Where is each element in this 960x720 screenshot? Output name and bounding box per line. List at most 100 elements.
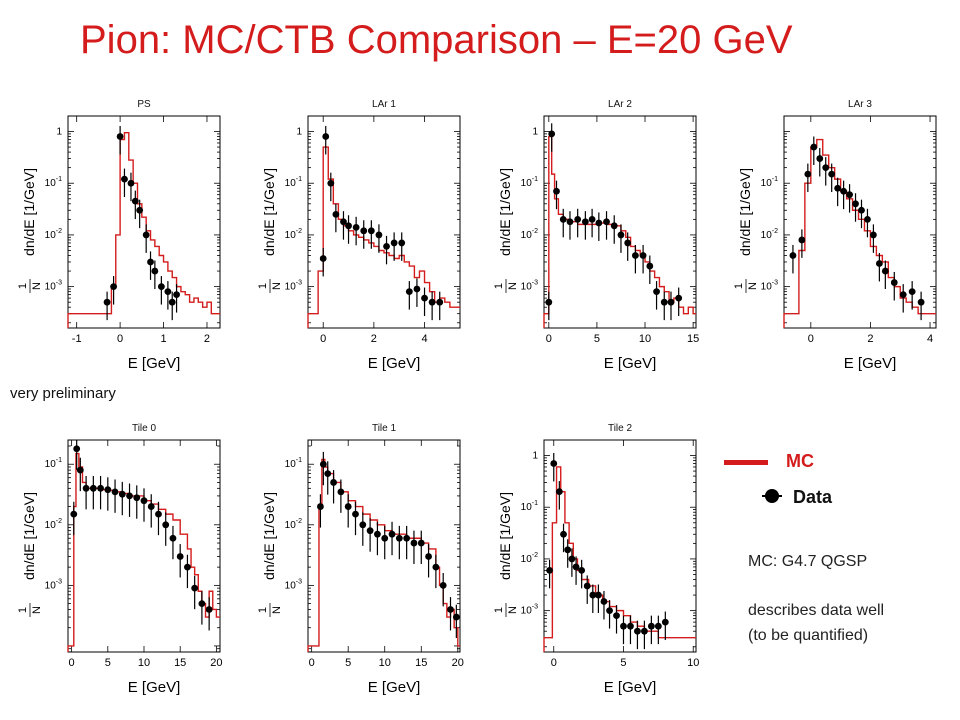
x-tick-label: 15	[415, 657, 427, 669]
x-tick-label: 4	[927, 333, 933, 345]
data-point	[620, 622, 627, 630]
data-point	[816, 155, 824, 162]
data-point	[810, 143, 818, 151]
legend-mc-line	[724, 460, 768, 465]
chart-panel-tile0: Tile 0 10-1 10-2 10-3 0 5 10 15 20 E [GeV] dn/dE […	[18, 412, 246, 712]
y-axis-frac-num: 1	[18, 283, 29, 289]
y-tick-label: 10-3	[521, 280, 538, 293]
y-axis-frac-num: 1	[494, 283, 505, 289]
data-point	[553, 187, 560, 195]
data-point	[890, 279, 898, 286]
y-tick-exponent: -2	[56, 228, 62, 235]
chart-panel-lar2: LAr 2 1 10-1 10-2 10-3 0 5 10 15 E [GeV] dn/dE [1/…	[494, 88, 722, 388]
data-point	[417, 539, 425, 547]
data-point	[133, 494, 141, 502]
x-tick-label: 10	[687, 657, 699, 669]
data-point	[131, 197, 139, 205]
y-tick-label: 10-1	[521, 500, 538, 513]
y-axis-label: dn/dE [1/GeV]	[497, 492, 513, 580]
x-tick-label: 0	[320, 333, 326, 345]
data-point	[395, 534, 403, 542]
x-tick-label: 0	[117, 333, 123, 345]
x-tick-label: 15	[174, 657, 186, 669]
data-point	[162, 521, 170, 529]
data-point	[789, 252, 797, 259]
y-tick-label: 1	[532, 127, 538, 138]
data-point	[104, 486, 112, 494]
data-point	[398, 239, 406, 247]
x-tick-label: 0	[69, 657, 75, 669]
x-tick-label: 0	[546, 333, 552, 345]
data-point	[870, 231, 877, 239]
data-point	[317, 503, 324, 510]
data-point	[322, 133, 330, 140]
y-tick-label: 1	[296, 127, 302, 138]
data-point	[403, 534, 411, 542]
data-point	[142, 231, 150, 239]
data-point	[574, 215, 582, 223]
data-point	[667, 298, 675, 306]
plot-frame	[543, 115, 697, 329]
data-point	[176, 553, 184, 560]
data-point	[617, 231, 625, 239]
chart-title: LAr 1	[372, 99, 396, 110]
plot-frame	[307, 439, 461, 653]
y-tick-exponent: -1	[296, 176, 302, 183]
y-axis-label: dn/dE [1/GeV]	[737, 168, 753, 256]
data-point	[899, 291, 907, 299]
chart-panel-tile1: Tile 1 10-1 10-2 10-3 0 5 10 15 20 E [GeV] dn/dE […	[258, 412, 486, 712]
x-tick-label: 20	[452, 657, 464, 669]
data-point	[545, 298, 553, 306]
x-tick-label: 10	[379, 657, 391, 669]
data-point	[344, 503, 352, 510]
data-point	[634, 627, 641, 635]
data-point	[588, 215, 596, 223]
data-point	[140, 497, 148, 505]
x-tick-label: 0	[309, 657, 315, 669]
data-point	[421, 294, 428, 302]
y-tick-exponent: -2	[296, 228, 302, 235]
x-tick-label: 10	[639, 333, 651, 345]
x-tick-label: 5	[594, 333, 600, 345]
data-point	[360, 227, 368, 235]
data-point	[198, 600, 206, 608]
data-point	[908, 288, 916, 296]
chart-panel-ps: PS 1 10-1 10-2 10-3 -1 0 1 2 E [GeV] dn/dE [1/GeV]…	[18, 88, 246, 388]
data-point	[594, 591, 602, 599]
data-point	[89, 484, 97, 492]
mc-histogram	[67, 131, 220, 328]
y-tick-label: 10-2	[521, 552, 538, 565]
y-tick-exponent: -1	[532, 176, 538, 183]
x-tick-label: 10	[138, 657, 150, 669]
data-point	[110, 283, 117, 291]
y-tick-exponent: -1	[56, 176, 62, 183]
data-point	[550, 460, 558, 467]
y-axis-frac-den: N	[507, 606, 519, 614]
chart-title: Tile 2	[608, 423, 633, 434]
y-axis-frac-den: N	[271, 282, 283, 290]
y-tick-exponent: -3	[56, 280, 62, 287]
y-axis-frac-den: N	[507, 282, 519, 290]
data-point	[564, 546, 572, 554]
data-point	[405, 288, 413, 296]
chart-panel-lar1: LAr 1 1 10-1 10-2 10-3 0 2 4 E [GeV] dn/dE [1/GeV…	[258, 88, 486, 388]
data-point	[631, 252, 639, 259]
data-point	[151, 267, 159, 275]
data-point	[319, 460, 327, 468]
data-point	[834, 184, 842, 192]
data-point	[345, 222, 352, 230]
y-axis-frac-den: N	[271, 606, 283, 614]
data-point	[581, 218, 589, 226]
x-tick-label: 2	[867, 333, 873, 345]
y-tick-label: 1	[56, 127, 62, 138]
chart-tile0: Tile 0 10-1 10-2 10-3 0 5 10 15 20 E [GeV] dn/dE […	[18, 423, 223, 696]
data-point	[76, 466, 84, 474]
data-point	[548, 130, 556, 138]
note-line2: (to be quantified)	[748, 627, 869, 644]
data-point	[881, 267, 889, 275]
y-axis-frac-den: N	[31, 606, 43, 614]
x-tick-label: 4	[421, 333, 427, 345]
data-point	[169, 534, 177, 542]
data-point	[381, 534, 389, 542]
data-point	[858, 206, 865, 214]
